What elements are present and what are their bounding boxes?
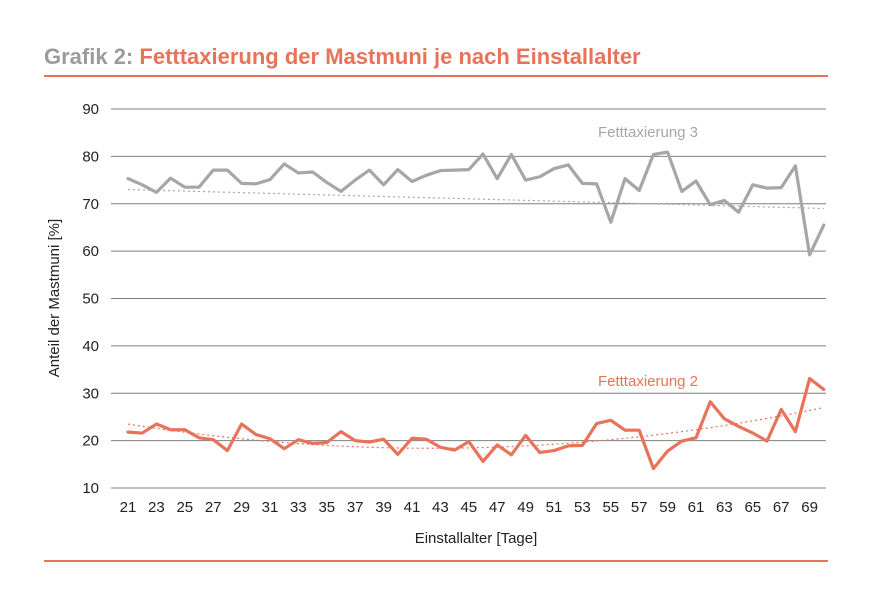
x-tick-53: 53 [574, 499, 591, 516]
x-tick-67: 67 [773, 499, 790, 516]
x-tick-25: 25 [176, 499, 193, 516]
trend-line-fetttaxierung-3 [127, 188, 824, 210]
x-tick-23: 23 [148, 499, 165, 516]
x-tick-65: 65 [744, 499, 761, 516]
trend-line-fetttaxierung-2 [127, 406, 824, 449]
y-tick-50: 50 [82, 291, 99, 308]
x-tick-51: 51 [546, 499, 563, 516]
title-rule [44, 75, 828, 77]
x-tick-43: 43 [432, 499, 449, 516]
footer-rule [44, 560, 828, 562]
x-tick-21: 21 [120, 499, 137, 516]
y-tick-30: 30 [82, 385, 99, 402]
x-tick-33: 33 [290, 499, 307, 516]
series-line-fetttaxierung-3 [126, 150, 826, 257]
y-axis-title: Anteil der Mastmuni [%] [46, 219, 63, 377]
x-tick-69: 69 [801, 499, 818, 516]
x-tick-31: 31 [262, 499, 279, 516]
y-tick-60: 60 [82, 243, 99, 260]
x-tick-labels: 21 23 25 27 29 31 33 35 37 39 41 43 45 47 49 51 53 55 57 59… [120, 499, 818, 516]
x-tick-45: 45 [460, 499, 477, 516]
series-lines [126, 150, 826, 471]
series-label-fetttaxierung-3: Fetttaxierung 3 [598, 124, 698, 141]
x-tick-55: 55 [602, 499, 619, 516]
x-tick-39: 39 [375, 499, 392, 516]
chart-title-prefix: Grafik 2: [44, 44, 134, 69]
x-tick-37: 37 [347, 499, 364, 516]
trend-lines [127, 188, 824, 449]
x-tick-63: 63 [716, 499, 733, 516]
series-line-fetttaxierung-2 [126, 376, 826, 471]
y-tick-70: 70 [82, 196, 99, 213]
x-tick-61: 61 [688, 499, 705, 516]
y-tick-90: 90 [82, 101, 99, 118]
x-tick-59: 59 [659, 499, 676, 516]
series-label-fetttaxierung-2: Fetttaxierung 2 [598, 373, 698, 390]
y-tick-10: 10 [82, 480, 99, 497]
x-tick-47: 47 [489, 499, 506, 516]
chart-title-text: Fetttaxierung der Mastmuni je nach Einst… [139, 44, 641, 69]
x-tick-57: 57 [631, 499, 648, 516]
gridlines [111, 108, 826, 489]
x-axis-title: Einstallalter [Tage] [415, 530, 538, 547]
x-tick-49: 49 [517, 499, 534, 516]
x-tick-29: 29 [233, 499, 250, 516]
x-tick-27: 27 [205, 499, 222, 516]
y-tick-40: 40 [82, 338, 99, 355]
chart-title: Grafik 2: Fetttaxierung der Mastmuni je … [44, 44, 641, 70]
y-tick-labels: 10 20 30 40 50 60 70 80 90 [82, 101, 99, 497]
y-tick-80: 80 [82, 148, 99, 165]
x-tick-35: 35 [318, 499, 335, 516]
y-tick-20: 20 [82, 433, 99, 450]
x-tick-41: 41 [404, 499, 421, 516]
